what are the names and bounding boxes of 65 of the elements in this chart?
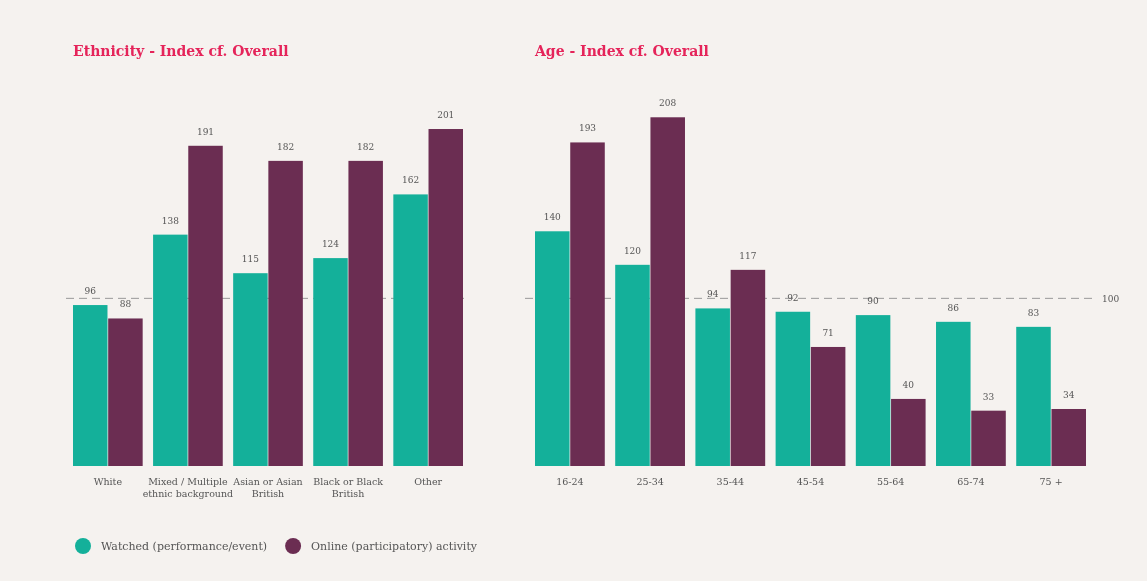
data-label: 120 <box>623 245 642 256</box>
bar <box>108 318 143 466</box>
data-label: 138 <box>161 215 180 226</box>
x-tick-label: 45-54 <box>796 476 825 487</box>
x-tick-label: Other <box>414 476 443 487</box>
bar <box>73 305 108 466</box>
bar <box>650 117 685 466</box>
data-label: 182 <box>277 141 295 152</box>
chart-title: Age - Index cf. Overall <box>534 43 709 59</box>
bar <box>695 308 730 466</box>
x-tick-label: 25-34 <box>636 476 664 487</box>
x-tick-label: Asian or Asian British <box>232 476 303 499</box>
x-tick-label: 65-74 <box>957 476 985 487</box>
bar <box>233 273 268 466</box>
x-tick-label: 55-64 <box>877 476 905 487</box>
bar <box>810 346 846 466</box>
data-label: 90 <box>867 296 880 307</box>
bar <box>1016 326 1051 466</box>
data-label: 34 <box>1063 390 1075 400</box>
bar <box>936 321 971 466</box>
data-label: 83 <box>1027 307 1040 318</box>
bar <box>730 269 766 466</box>
x-tick-label: Mixed / Multiple ethnic background <box>142 476 234 499</box>
bar <box>153 234 188 466</box>
bar <box>313 258 348 466</box>
data-label: 115 <box>241 254 260 265</box>
bar <box>570 142 605 466</box>
bar <box>775 311 811 466</box>
data-label: 96 <box>84 286 97 297</box>
data-label: 71 <box>822 327 834 338</box>
x-tick-label: 16-24 <box>556 476 584 487</box>
data-label: 182 <box>357 141 375 152</box>
data-label: 94 <box>706 289 719 300</box>
data-label: 33 <box>982 391 995 402</box>
bar <box>615 264 650 466</box>
data-label: 88 <box>119 299 132 310</box>
data-label: 124 <box>321 239 340 250</box>
data-label: 40 <box>902 379 915 390</box>
bar <box>428 129 463 466</box>
data-label: 193 <box>578 123 597 134</box>
bar <box>1051 409 1086 466</box>
bar <box>188 145 223 466</box>
chart-title: Ethnicity - Index cf. Overall <box>73 43 289 59</box>
bar <box>891 398 926 466</box>
bar <box>348 160 383 466</box>
data-label: 162 <box>401 175 420 186</box>
ref-line-label: 100 <box>1102 294 1120 305</box>
data-label: 140 <box>543 212 562 223</box>
data-label: 208 <box>659 98 677 109</box>
bar <box>268 160 303 466</box>
bar <box>971 410 1006 466</box>
data-label: 117 <box>739 250 757 261</box>
x-tick-label: Black or Black British <box>313 476 384 499</box>
legend-label: Online (participatory) activity <box>311 540 478 553</box>
data-label: 201 <box>437 110 455 121</box>
bar <box>393 194 428 466</box>
x-tick-label: 75 + <box>1039 476 1063 487</box>
bar <box>855 315 891 466</box>
legend-label: Watched (performance/event) <box>101 540 268 553</box>
data-label: 86 <box>947 302 960 313</box>
bar <box>535 231 570 466</box>
x-tick-label: White <box>93 476 123 487</box>
data-label: 191 <box>196 126 215 137</box>
x-tick-label: 35-44 <box>716 476 744 487</box>
data-label: 92 <box>787 292 799 303</box>
